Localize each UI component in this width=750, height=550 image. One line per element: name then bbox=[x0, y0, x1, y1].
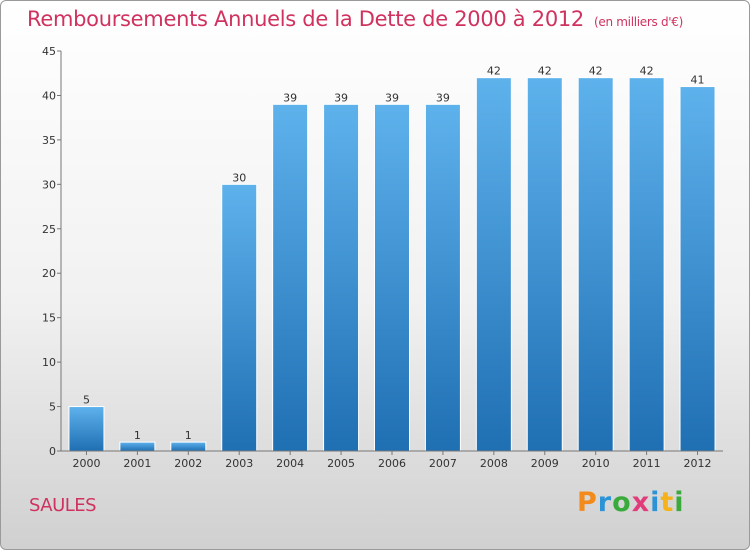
x-tick-label-2005: 2005 bbox=[327, 457, 355, 470]
x-tick-label-2006: 2006 bbox=[378, 457, 406, 470]
x-tick-label-2009: 2009 bbox=[531, 457, 559, 470]
x-tick-label-2004: 2004 bbox=[276, 457, 304, 470]
x-tick-label-2003: 2003 bbox=[225, 457, 253, 470]
chart-title: Remboursements Annuels de la Dette de 20… bbox=[27, 7, 683, 31]
bar-2003 bbox=[221, 183, 258, 452]
x-tick-label-2007: 2007 bbox=[429, 457, 457, 470]
y-tick-label-25: 25 bbox=[42, 223, 56, 236]
x-tick-label-2002: 2002 bbox=[174, 457, 202, 470]
x-tick-label-2012: 2012 bbox=[684, 457, 712, 470]
logo-letter: x bbox=[631, 487, 651, 518]
y-tick-label-20: 20 bbox=[42, 267, 56, 280]
x-tick-label-2008: 2008 bbox=[480, 457, 508, 470]
bar-2008 bbox=[475, 77, 512, 452]
logo-letter: i bbox=[650, 487, 661, 518]
y-tick-label-40: 40 bbox=[42, 89, 56, 102]
value-label-2010: 42 bbox=[589, 65, 603, 78]
value-label-2003: 30 bbox=[232, 171, 246, 184]
y-tick-label-30: 30 bbox=[42, 178, 56, 191]
bar-2006 bbox=[374, 103, 410, 452]
y-tick-label-35: 35 bbox=[42, 134, 56, 147]
bar-2012 bbox=[679, 86, 716, 452]
chart-unit-note: (en milliers d'€) bbox=[594, 15, 684, 29]
bar-2000 bbox=[68, 406, 105, 452]
y-tick-label-15: 15 bbox=[42, 312, 56, 325]
x-tick-label-2000: 2000 bbox=[72, 457, 100, 470]
x-tick-label-2001: 2001 bbox=[123, 457, 151, 470]
value-label-2002: 1 bbox=[185, 429, 192, 442]
chart-title-text: Remboursements Annuels de la Dette de 20… bbox=[27, 7, 584, 31]
value-label-2007: 39 bbox=[436, 91, 450, 104]
proxiti-logo: Proxiti bbox=[577, 487, 685, 518]
bars-group: 5 1 1 30 39 39 39 39 42 42 42 42 41 bbox=[68, 65, 716, 452]
value-label-2009: 42 bbox=[538, 65, 552, 78]
y-tick-label-45: 45 bbox=[42, 45, 56, 58]
value-label-2012: 41 bbox=[691, 74, 705, 87]
bar-2010 bbox=[577, 77, 614, 452]
bar-2007 bbox=[424, 103, 461, 452]
value-label-2001: 1 bbox=[134, 429, 141, 442]
logo-letter: r bbox=[597, 487, 613, 518]
bar-2005 bbox=[323, 103, 360, 452]
bar-2009 bbox=[526, 77, 563, 452]
x-tick-label-2010: 2010 bbox=[582, 457, 610, 470]
value-label-2006: 39 bbox=[385, 91, 399, 104]
logo-letter: o bbox=[612, 487, 632, 518]
bar-2002 bbox=[170, 441, 207, 452]
logo-letter: i bbox=[674, 487, 685, 518]
value-label-2005: 39 bbox=[334, 91, 348, 104]
y-tick-label-10: 10 bbox=[42, 356, 56, 369]
x-tick-label-2011: 2011 bbox=[633, 457, 661, 470]
value-label-2008: 42 bbox=[487, 65, 501, 78]
y-tick-label-0: 0 bbox=[49, 445, 56, 458]
logo-letter: P bbox=[577, 487, 598, 518]
value-label-2011: 42 bbox=[640, 65, 654, 78]
bar-2004 bbox=[272, 103, 309, 452]
value-label-2000: 5 bbox=[83, 394, 90, 407]
axes-group: 2000 2001 2002 2003 2004 2005 2006 2007 2008 2009… bbox=[42, 45, 723, 470]
logo-letter: t bbox=[660, 487, 675, 518]
value-label-2004: 39 bbox=[283, 91, 297, 104]
bar-2011 bbox=[628, 77, 665, 452]
y-tick-label-5: 5 bbox=[49, 401, 56, 414]
bar-2001 bbox=[119, 441, 156, 452]
commune-name: SAULES bbox=[29, 495, 97, 516]
